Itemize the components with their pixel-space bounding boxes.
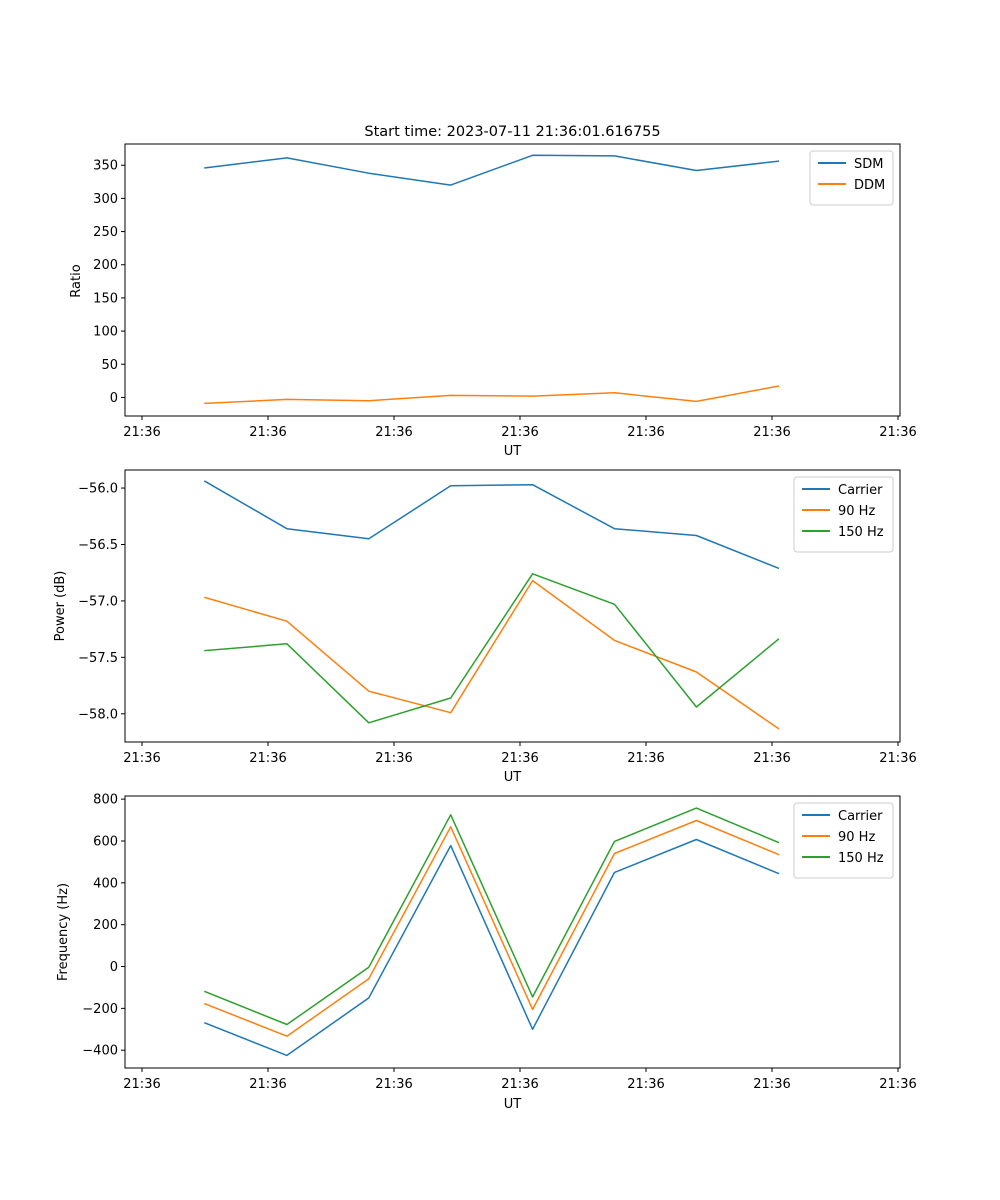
- frequency-ytick-label: −400: [82, 1044, 118, 1059]
- ratio-ytick-label: 100: [93, 325, 118, 340]
- frequency-series-carrier-line: [204, 838, 780, 1057]
- ratio-xtick-label: 21:36: [879, 425, 916, 440]
- ratio-legend-label: DDM: [854, 178, 885, 193]
- ratio-ytick-label: 0: [110, 391, 118, 406]
- frequency-ytick-label: −200: [82, 1002, 118, 1017]
- frequency-legend-label: 150 Hz: [838, 851, 884, 866]
- frequency-xtick-label: 21:36: [249, 1077, 286, 1092]
- power-axes-frame: [124, 469, 901, 743]
- frequency-xtick-label: 21:36: [375, 1077, 412, 1092]
- subplot-power: UT Power (dB): [53, 571, 521, 785]
- power-xlabel: UT: [504, 770, 522, 785]
- frequency-series-90-hz-line: [204, 819, 780, 1037]
- chart-title: Start time: 2023-07-11 21:36:01.616755: [364, 124, 660, 140]
- frequency-ytick-label: 0: [110, 960, 118, 975]
- ratio-legend-label: SDM: [854, 157, 883, 172]
- frequency-xtick-label: 21:36: [501, 1077, 538, 1092]
- ratio-ylabel: Ratio: [69, 264, 84, 297]
- power-ytick-label: −56.0: [78, 482, 118, 497]
- frequency-axes-frame: [124, 795, 901, 1069]
- frequency-ytick-label: 400: [93, 876, 118, 891]
- power-plot-area: 21:36 21:36 21:36 21:36 21:36 21:36 21:36 −56.0…: [78, 469, 917, 766]
- power-legend-label: Carrier: [838, 483, 883, 498]
- power-xtick-label: 21:36: [123, 751, 160, 766]
- frequency-ytick-label: 200: [93, 918, 118, 933]
- power-ytick-label: −57.0: [78, 594, 118, 609]
- ratio-xlabel: UT: [504, 444, 522, 459]
- subplot-frequency: UT Frequency (Hz): [56, 883, 521, 1112]
- ratio-ytick-label: 200: [93, 258, 118, 273]
- ratio-series-sdm-line: [204, 154, 780, 186]
- power-ylabel: Power (dB): [53, 571, 68, 642]
- frequency-plot-area: 21:36 21:36 21:36 21:36 21:36 21:36 21:36 −400 −…: [82, 793, 916, 1092]
- ratio-ytick-label: 250: [93, 225, 118, 240]
- ratio-xtick-label: 21:36: [627, 425, 664, 440]
- ratio-xtick-label: 21:36: [249, 425, 286, 440]
- power-ytick-label: −58.0: [78, 707, 118, 722]
- frequency-ylabel: Frequency (Hz): [56, 883, 71, 981]
- ratio-plot-area: 21:36 21:36 21:36 21:36 21:36 21:36 21:36 0 50 10…: [93, 143, 917, 440]
- frequency-xtick-label: 21:36: [123, 1077, 160, 1092]
- ratio-xtick-label: 21:36: [501, 425, 538, 440]
- frequency-series-150-hz-line: [204, 807, 780, 1026]
- power-legend: Carrier 90 Hz 150 Hz: [793, 476, 894, 553]
- ratio-legend-box: [809, 150, 894, 206]
- frequency-legend-label: 90 Hz: [838, 830, 875, 845]
- frequency-xtick-label: 21:36: [627, 1077, 664, 1092]
- frequency-legend: Carrier 90 Hz 150 Hz: [793, 802, 894, 879]
- frequency-xtick-label: 21:36: [879, 1077, 916, 1092]
- ratio-xtick-label: 21:36: [123, 425, 160, 440]
- frequency-ytick-label: 800: [93, 793, 118, 808]
- frequency-xtick-label: 21:36: [753, 1077, 790, 1092]
- ratio-xtick-label: 21:36: [375, 425, 412, 440]
- power-xtick-label: 21:36: [753, 751, 790, 766]
- power-series-90-hz-line: [204, 579, 780, 730]
- power-ytick-label: −56.5: [78, 538, 118, 553]
- power-series-carrier-line: [203, 480, 780, 570]
- ratio-ytick-label: 50: [101, 358, 118, 373]
- power-xtick-label: 21:36: [879, 751, 916, 766]
- frequency-legend-box: [793, 802, 894, 879]
- subplot-ratio: UT Ratio: [69, 264, 521, 459]
- power-legend-label: 150 Hz: [838, 525, 884, 540]
- power-xtick-label: 21:36: [627, 751, 664, 766]
- power-xtick-label: 21:36: [501, 751, 538, 766]
- ratio-xtick-label: 21:36: [753, 425, 790, 440]
- ratio-axes-frame: [124, 143, 901, 417]
- ratio-ytick-label: 150: [93, 291, 118, 306]
- power-xtick-label: 21:36: [375, 751, 412, 766]
- frequency-xlabel: UT: [504, 1097, 522, 1112]
- frequency-legend-label: Carrier: [838, 809, 883, 824]
- power-series-150-hz-line: [204, 573, 780, 724]
- ratio-ytick-label: 350: [93, 159, 118, 174]
- frequency-ytick-label: 600: [93, 834, 118, 849]
- ratio-legend: SDM DDM: [809, 150, 894, 206]
- ratio-series-ddm-line: [204, 385, 780, 405]
- power-ytick-label: −57.5: [78, 651, 118, 666]
- power-legend-box: [793, 476, 894, 553]
- power-legend-label: 90 Hz: [838, 504, 875, 519]
- power-xtick-label: 21:36: [249, 751, 286, 766]
- ratio-ytick-label: 300: [93, 192, 118, 207]
